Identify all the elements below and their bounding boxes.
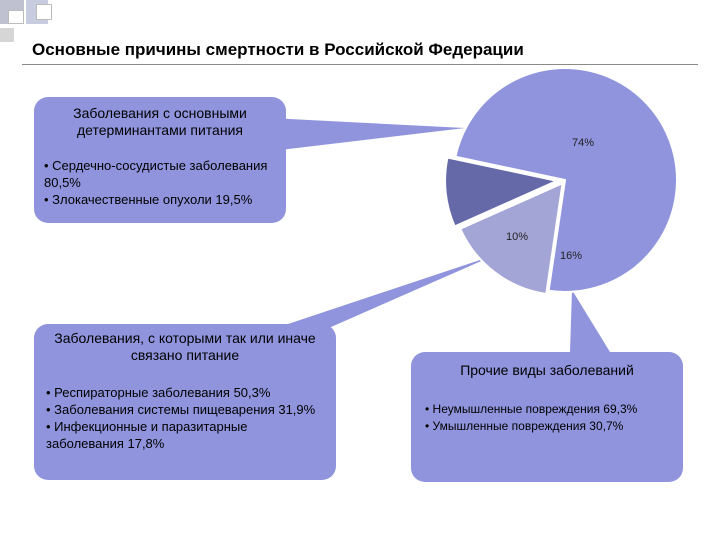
callout-arrow-top bbox=[270, 118, 465, 150]
box-items: • Неумышленные повреждения 69,3% • Умышл… bbox=[411, 379, 683, 435]
callout-arrow-left bbox=[240, 255, 495, 345]
deco-square bbox=[8, 10, 24, 24]
list-item: • Умышленные повреждения 30,7% bbox=[425, 419, 624, 433]
slice-label-medium: 10% bbox=[506, 231, 528, 243]
pie-slice-large bbox=[454, 67, 678, 293]
box-heading: Прочие виды заболеваний bbox=[460, 362, 634, 378]
box-heading: Заболевания с основными детерминантами п… bbox=[73, 105, 247, 138]
list-item: • Заболевания системы пищеварения 31,9% bbox=[46, 402, 316, 417]
page-title: Основные причины смертности в Российской… bbox=[32, 40, 524, 59]
title-divider bbox=[22, 64, 698, 65]
list-item: • Неумышленные повреждения 69,3% bbox=[425, 402, 638, 416]
box-items: • Респираторные заболевания 50,3% • Забо… bbox=[34, 364, 336, 452]
list-item: • Злокачественные опухоли 19,5% bbox=[44, 192, 253, 207]
list-item: • Респираторные заболевания 50,3% bbox=[46, 385, 271, 400]
pie-slices bbox=[444, 67, 678, 296]
box-items: • Сердечно-сосудистые заболевания 80,5% … bbox=[34, 139, 286, 208]
list-item: • Сердечно-сосудистые заболевания 80,5% bbox=[44, 158, 268, 190]
slice-label-large: 74% bbox=[572, 137, 594, 149]
corner-decoration bbox=[0, 0, 60, 44]
list-item: • Инфекционные и паразитарные заболевани… bbox=[46, 419, 248, 451]
deco-square bbox=[0, 28, 14, 42]
callout-arrow-right bbox=[570, 290, 610, 352]
pie-slice-medium bbox=[444, 156, 561, 228]
slice-label-small: 16% bbox=[560, 250, 582, 262]
pie-slice-small bbox=[458, 181, 564, 296]
other-diseases-box: Прочие виды заболеваний • Неумышленные п… bbox=[411, 352, 683, 482]
deco-square bbox=[36, 4, 52, 20]
nutrition-determinants-box: Заболевания с основными детерминантами п… bbox=[34, 97, 286, 223]
box-heading: Заболевания, с которыми так или иначе св… bbox=[54, 330, 316, 363]
nutrition-related-box: Заболевания, с которыми так или иначе св… bbox=[34, 324, 336, 480]
